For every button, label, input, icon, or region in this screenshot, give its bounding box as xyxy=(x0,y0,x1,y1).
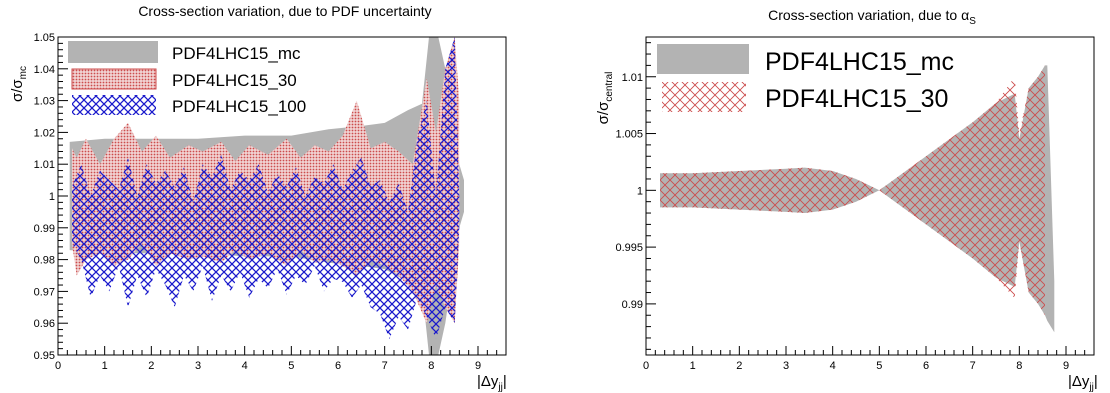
y-tick-label-left: 0.96 xyxy=(34,318,55,330)
chart-right-xlabel-end: | xyxy=(1094,373,1098,390)
chart-right-ylabel-text: σ/σ xyxy=(595,101,612,124)
band-right-PDF4LHC15_30 xyxy=(660,65,1045,316)
x-tick-label-right: 8 xyxy=(1016,360,1022,372)
legend-label-100: PDF4LHC15_100 xyxy=(172,97,306,116)
chart-left-xlabel-text: |Δy xyxy=(477,373,499,390)
x-tick-label-right: 5 xyxy=(876,360,882,372)
chart-right-ylabel: σ/σcentral xyxy=(595,72,615,125)
chart-left-title: Cross-section variation, due to PDF unce… xyxy=(138,3,431,19)
y-tick-label-right: 0.995 xyxy=(615,242,643,254)
legend-swatch-mc xyxy=(68,41,158,63)
chart-right-ylabel-sub: central xyxy=(604,72,615,102)
chart-right-xlabel-sub: jj xyxy=(1088,382,1093,393)
y-tick-label-left: 0.97 xyxy=(34,286,55,298)
x-tick-label-left: 0 xyxy=(55,360,61,372)
x-tick-label-right: 6 xyxy=(923,360,929,372)
chart-left-xlabel: |Δyjj| xyxy=(477,373,507,393)
x-tick-label-right: 1 xyxy=(690,360,696,372)
chart-right-xlabel: |Δyjj| xyxy=(1068,373,1098,393)
chart-left-ylabel-sub: mc xyxy=(18,66,29,79)
x-tick-label-left: 1 xyxy=(102,360,108,372)
band-left-PDF4LHC15_100 xyxy=(72,37,460,340)
x-tick-label-right: 9 xyxy=(1063,360,1069,372)
legend2-swatch-mc xyxy=(657,44,749,74)
x-tick-label-left: 4 xyxy=(242,360,248,372)
y-tick-label-left: 1.03 xyxy=(34,96,55,108)
y-tick-label-right: 0.99 xyxy=(622,299,643,311)
x-tick-label-right: 4 xyxy=(830,360,836,372)
chart-right-legend: PDF4LHC15_mc PDF4LHC15_30 xyxy=(657,44,954,113)
chart-right-title: Cross-section variation, due to αS xyxy=(768,7,976,27)
x-tick-label-left: 6 xyxy=(335,360,341,372)
legend-label-30: PDF4LHC15_30 xyxy=(172,71,297,90)
chart-left-ylabel: σ/σmc xyxy=(9,66,29,102)
x-tick-label-left: 5 xyxy=(288,360,294,372)
x-tick-label-left: 9 xyxy=(475,360,481,372)
legend-swatch-30 xyxy=(71,68,157,90)
chart-left-ylabel-text: σ/σ xyxy=(9,79,26,102)
chart-right: Cross-section variation, due to αS 0 1 2 3 4… xyxy=(595,7,1098,393)
chart-left-xlabel-end: | xyxy=(503,373,507,390)
x-tick-label-left: 8 xyxy=(428,360,434,372)
legend2-label-mc: PDF4LHC15_mc xyxy=(765,48,954,76)
x-tick-label-right: 3 xyxy=(783,360,789,372)
y-tick-label-left: 0.95 xyxy=(34,350,55,362)
y-tick-label-left: 1.01 xyxy=(34,159,55,171)
legend-label-mc: PDF4LHC15_mc xyxy=(172,44,301,63)
chart-right-title-text: Cross-section variation, due to α xyxy=(768,7,969,23)
y-tick-label-right: 1.005 xyxy=(615,129,643,141)
y-tick-label-left: 1.02 xyxy=(34,127,55,139)
x-tick-label-right: 7 xyxy=(970,360,976,372)
y-tick-label-right: 1.01 xyxy=(622,72,643,84)
chart-left: Cross-section variation, due to PDF unce… xyxy=(9,3,507,393)
legend2-swatch-30 xyxy=(662,82,746,112)
y-tick-label-left: 0.99 xyxy=(34,223,55,235)
y-tick-label-left: 1.04 xyxy=(34,64,55,76)
x-tick-label-left: 2 xyxy=(148,360,154,372)
x-tick-label-left: 3 xyxy=(195,360,201,372)
y-tick-label-right: 1 xyxy=(637,185,643,197)
legend2-label-30: PDF4LHC15_30 xyxy=(765,85,948,113)
chart-right-title-sub: S xyxy=(969,16,976,27)
y-tick-label-left: 1.05 xyxy=(34,32,55,44)
chart-left-legend: PDF4LHC15_mc PDF4LHC15_30 PDF4LHC15_100 xyxy=(68,41,306,116)
y-tick-label-left: 0.98 xyxy=(34,255,55,267)
legend-swatch-100 xyxy=(72,95,156,115)
x-tick-label-left: 7 xyxy=(382,360,388,372)
y-tick-label-left: 1 xyxy=(49,191,55,203)
x-tick-label-right: 2 xyxy=(736,360,742,372)
chart-right-xlabel-text: |Δy xyxy=(1068,373,1090,390)
x-tick-label-right: 0 xyxy=(643,360,649,372)
chart-left-xlabel-sub: jj xyxy=(497,382,502,393)
